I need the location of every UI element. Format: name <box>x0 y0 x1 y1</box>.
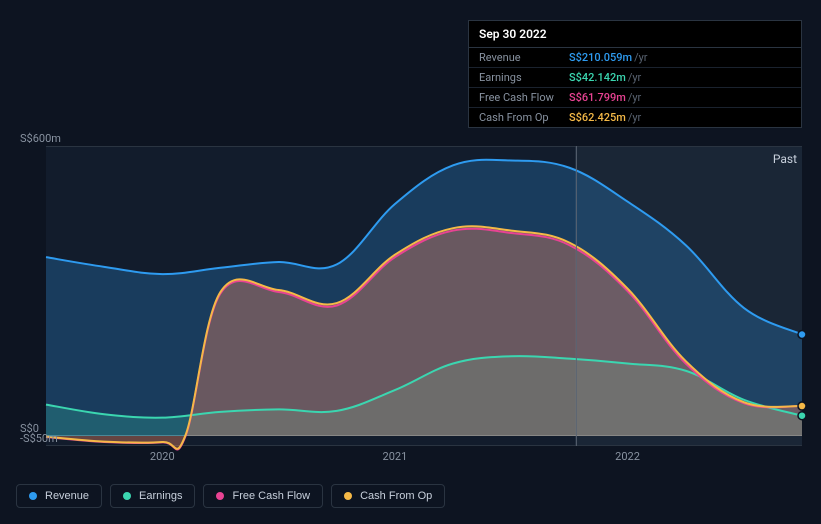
tooltip-row: Free Cash FlowS$61.799m /yr <box>469 88 801 108</box>
tooltip-row-value: S$210.059m <box>569 51 632 64</box>
legend-label: Earnings <box>139 490 182 502</box>
y-tick-label: S$600m <box>20 132 61 145</box>
y-tick-label: -S$50m <box>20 432 58 445</box>
tooltip-row-unit: /yr <box>628 71 641 84</box>
tooltip-row-value: S$62.425m <box>569 111 626 124</box>
legend-dot <box>216 492 224 500</box>
tooltip-row-label: Revenue <box>479 51 569 64</box>
tooltip-row: RevenueS$210.059m /yr <box>469 48 801 68</box>
tooltip-row-label: Cash From Op <box>479 111 569 124</box>
legend-item-free-cash-flow[interactable]: Free Cash Flow <box>203 484 323 508</box>
legend-item-revenue[interactable]: Revenue <box>16 484 102 508</box>
end-marker-earnings <box>798 412 806 420</box>
legend: Revenue Earnings Free Cash Flow Cash From O… <box>16 484 445 508</box>
tooltip-row-unit: /yr <box>628 111 641 124</box>
legend-dot <box>29 492 37 500</box>
financial-chart: Sep 30 2022 RevenueS$210.059m /yrEarning… <box>16 16 805 508</box>
tooltip-row: Cash From OpS$62.425m /yr <box>469 108 801 127</box>
x-tick-label: 2021 <box>383 450 408 463</box>
tooltip-date: Sep 30 2022 <box>469 21 801 48</box>
chart-svg <box>46 146 802 446</box>
tooltip-panel: Sep 30 2022 RevenueS$210.059m /yrEarning… <box>468 20 802 128</box>
legend-dot <box>123 492 131 500</box>
tooltip-row-value: S$42.142m <box>569 71 626 84</box>
end-marker-cash-from-op <box>798 402 806 410</box>
tooltip-row-unit: /yr <box>634 51 647 64</box>
legend-item-cash-from-op[interactable]: Cash From Op <box>331 484 445 508</box>
legend-label: Revenue <box>45 490 89 502</box>
x-axis: 2020 2021 2022 <box>46 450 802 470</box>
past-label: Past <box>773 152 797 166</box>
legend-label: Free Cash Flow <box>232 490 310 502</box>
tooltip-row-label: Free Cash Flow <box>479 91 569 104</box>
legend-item-earnings[interactable]: Earnings <box>110 484 195 508</box>
legend-dot <box>344 492 352 500</box>
x-tick-label: 2022 <box>615 450 640 463</box>
x-tick-label: 2020 <box>150 450 175 463</box>
tooltip-row-unit: /yr <box>628 91 641 104</box>
tooltip-row-value: S$61.799m <box>569 91 626 104</box>
tooltip-row: EarningsS$42.142m /yr <box>469 68 801 88</box>
end-marker-revenue <box>798 331 806 339</box>
tooltip-row-label: Earnings <box>479 71 569 84</box>
legend-label: Cash From Op <box>360 490 432 502</box>
